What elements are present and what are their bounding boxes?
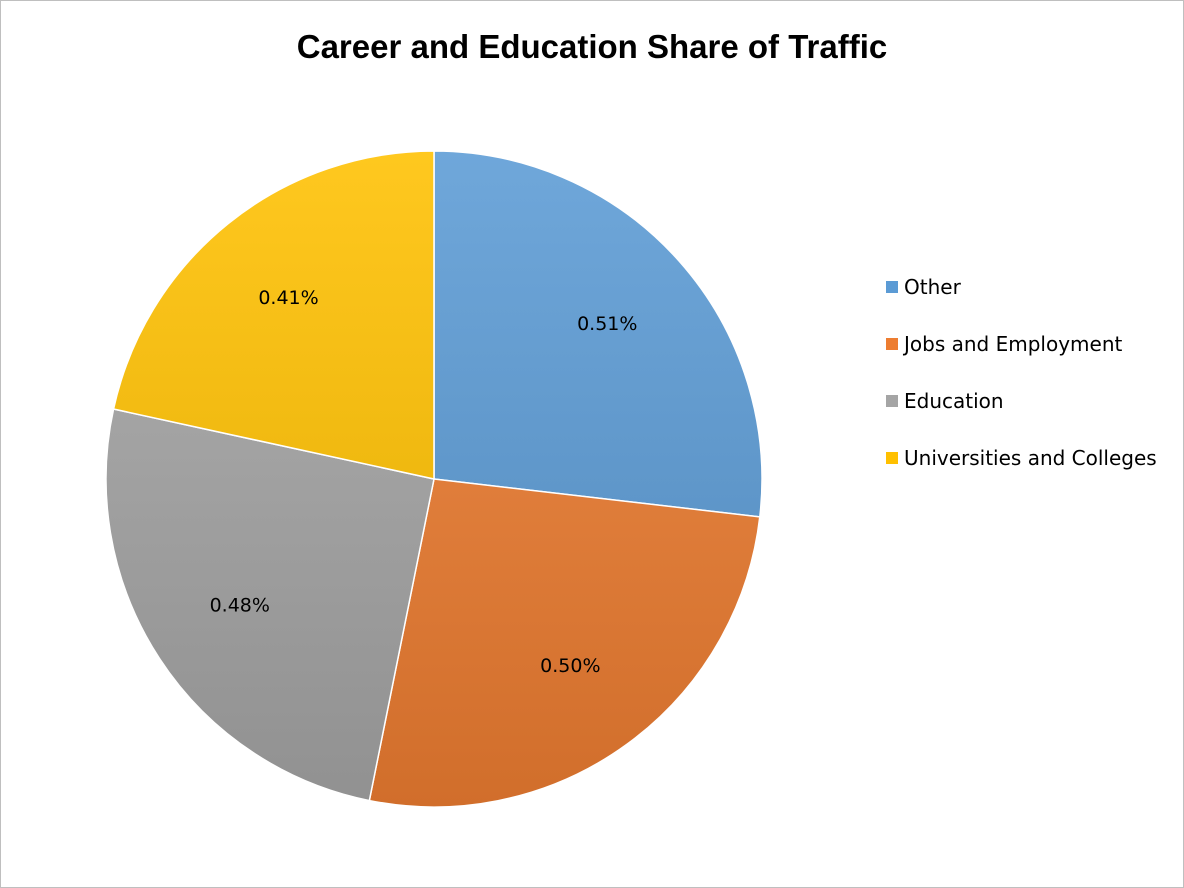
legend-label-universities-and-colleges: Universities and Colleges: [904, 445, 1157, 470]
legend-label-other: Other: [904, 274, 961, 299]
data-label-education: 0.48%: [210, 594, 270, 616]
pie-slice-education: [105, 408, 435, 802]
legend: Other Jobs and Employment Education Univ…: [886, 258, 1157, 486]
legend-swatch-jobs-and-employment: [886, 337, 898, 350]
pie-slice-universities-and-colleges: [112, 150, 435, 480]
legend-label-education: Education: [904, 388, 1004, 413]
data-label-jobs-and-employment: 0.50%: [540, 655, 600, 677]
legend-swatch-other: [886, 280, 898, 293]
legend-item-other: Other: [886, 258, 1157, 315]
legend-swatch-education: [886, 394, 898, 407]
legend-item-jobs-and-employment: Jobs and Employment: [886, 315, 1157, 372]
legend-label-jobs-and-employment: Jobs and Employment: [904, 331, 1123, 356]
chart-title: Career and Education Share of Traffic: [296, 28, 888, 65]
data-label-other: 0.51%: [577, 313, 637, 335]
legend-item-education: Education: [886, 372, 1157, 429]
pie-slice-other: [433, 150, 763, 518]
legend-item-universities-and-colleges: Universities and Colleges: [886, 429, 1157, 486]
legend-swatch-universities-and-colleges: [886, 451, 898, 464]
data-label-universities-and-colleges: 0.41%: [258, 287, 318, 309]
pie-slice-jobs-and-employment: [368, 478, 761, 808]
